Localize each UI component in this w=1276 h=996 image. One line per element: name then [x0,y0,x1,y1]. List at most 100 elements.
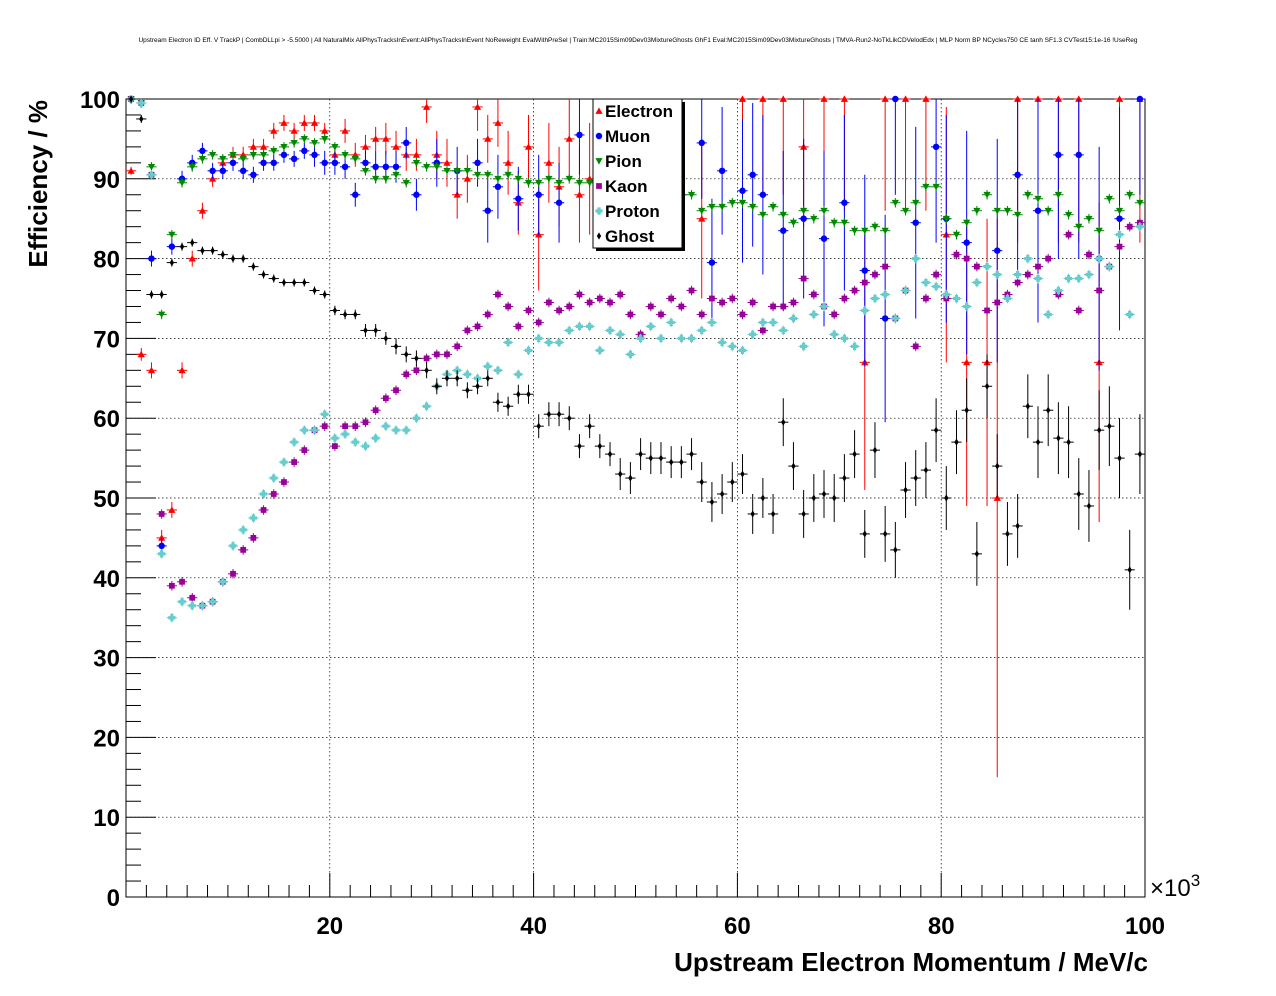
proton-point [227,541,239,551]
pion-marker [209,151,217,159]
kaon-point [992,297,1003,308]
pion-point [1073,221,1084,232]
kaon-point [737,309,748,320]
ghost-marker [893,546,898,554]
pion-point [1134,197,1145,208]
ghost-marker [903,486,908,494]
pion-point [176,178,188,188]
proton-marker [1014,270,1022,279]
kaon-marker [546,299,552,306]
proton-marker [901,286,910,295]
ghost-marker [302,278,307,287]
kaon-marker [270,491,277,497]
pion-marker [1003,207,1012,215]
electron-marker [423,103,431,110]
muon-point [839,114,850,291]
proton-marker [830,330,838,339]
kaon-point [920,293,932,304]
ghost-point [920,442,932,498]
proton-marker [158,550,166,558]
kaon-point [655,309,667,320]
proton-point [197,600,208,611]
proton-marker [484,362,492,370]
proton-point [706,317,718,328]
ghost-marker [1015,522,1020,530]
ghost-point [1104,386,1115,467]
ghost-point [523,384,534,404]
proton-point [1012,269,1023,280]
ghost-marker [648,454,653,462]
ghost-point [319,290,330,299]
ghost-point [900,462,911,518]
proton-point [278,457,290,467]
proton-point [1032,273,1044,284]
ghost-point [217,250,228,259]
ghost-marker [1056,434,1061,442]
pion-point [227,150,239,160]
pion-marker [708,203,716,211]
ghost-marker [699,478,704,486]
proton-point [268,473,279,483]
proton-marker [647,322,655,331]
proton-marker [912,255,920,263]
pion-point [350,154,361,164]
legend-marker-ghost [596,232,602,240]
kaon-marker [607,299,613,306]
proton-point [992,269,1003,280]
proton-marker [361,442,370,450]
ghost-marker [342,310,348,319]
proton-point [401,425,412,435]
electron-marker [473,103,482,110]
ghost-point [329,305,340,316]
ghost-point [1012,494,1023,558]
kaon-point [788,297,799,308]
kaon-marker [433,351,440,358]
ghost-point [176,242,188,251]
pion-marker [1085,215,1093,223]
kaon-point [553,305,565,316]
proton-marker [769,318,777,327]
proton-point [146,170,157,180]
kaon-marker [586,299,593,306]
muon-marker [780,227,787,234]
kaon-marker [444,351,450,358]
muon-point [890,95,901,195]
kaon-marker [729,295,736,302]
electron-point [482,114,493,163]
pion-marker [1136,199,1144,207]
electron-marker [310,119,319,126]
ghost-marker [332,306,338,315]
proton-marker [1095,255,1103,263]
proton-point [166,612,177,623]
proton-marker [249,514,257,522]
proton-marker [963,302,971,311]
kaon-marker [770,303,776,310]
ghost-marker [536,422,541,430]
kaon-point [411,365,422,376]
proton-point [717,337,728,348]
pion-point [910,197,921,208]
electron-marker [280,119,288,126]
proton-point [1134,221,1145,232]
electron-marker [259,143,268,150]
pion-point [686,189,697,200]
ghost-marker [495,398,501,406]
kaon-point [931,269,942,280]
kaon-marker [342,423,348,430]
proton-point [737,345,748,356]
pion-point [431,162,442,172]
ghost-marker [607,450,613,458]
muon-marker [739,187,746,195]
pion-marker [963,219,971,227]
electron-marker [178,366,186,374]
y-tick-label: 10 [93,805,120,832]
kaon-point [1124,221,1135,232]
ghost-point [258,270,269,279]
proton-marker [402,426,410,434]
pion-marker [494,175,502,183]
proton-marker [1075,274,1083,283]
electron-marker [484,135,492,142]
ghost-point [574,434,585,459]
proton-marker [820,302,828,311]
